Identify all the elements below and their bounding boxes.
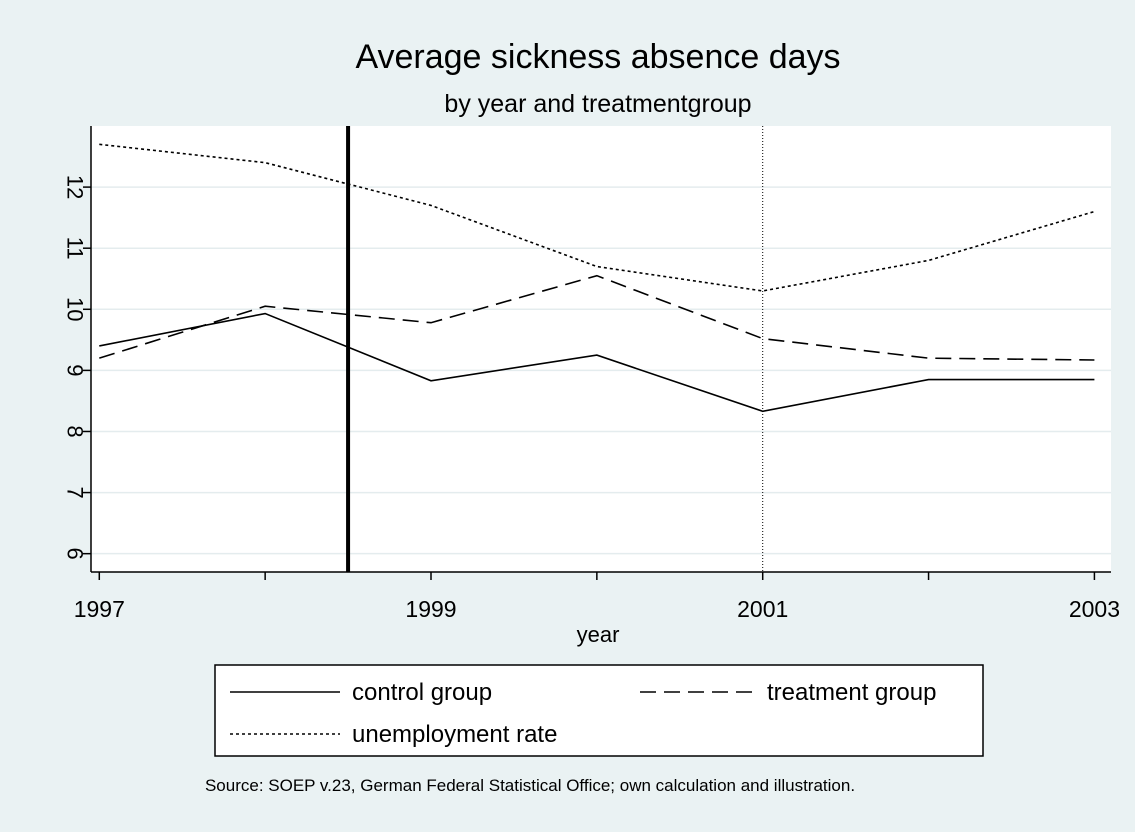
x-axis-label: year: [577, 622, 620, 647]
reference-lines: [346, 126, 764, 572]
legend-items: control group treatment group unemployment…: [230, 679, 936, 748]
plot-area: [91, 126, 1111, 572]
legend-label-control-group: control group: [352, 679, 492, 706]
y-tick-label-8: 8: [62, 425, 87, 437]
series-line-treatment-group: [99, 274, 1095, 361]
grid-lines: [91, 186, 1111, 555]
legend: control group treatment group unemployment…: [214, 664, 984, 757]
y-tick-label-10: 10: [62, 297, 87, 321]
x-tick-label-1999: 1999: [405, 596, 456, 622]
y-tick-label-7: 7: [62, 486, 87, 498]
series-lines: [99, 143, 1095, 413]
x-tick-label-2001: 2001: [737, 596, 788, 622]
axes: 6 7 8 9 10 11 12 1997 1999 2001 2003: [62, 126, 1120, 622]
chart-title: Average sickness absence days: [355, 38, 840, 76]
y-tick-label-6: 6: [62, 548, 87, 560]
y-tick-label-12: 12: [62, 175, 87, 199]
legend-label-treatment-group: treatment group: [767, 679, 936, 706]
x-tick-label-2003: 2003: [1069, 596, 1120, 622]
legend-box: [214, 664, 984, 757]
series-line-control-group: [99, 312, 1095, 413]
chart-subtitle: by year and treatmentgroup: [444, 90, 751, 118]
legend-label-unemployment-rate: unemployment rate: [352, 721, 557, 748]
y-tick-label-11: 11: [62, 237, 87, 260]
y-tick-label-9: 9: [62, 364, 87, 376]
x-tick-label-1997: 1997: [74, 596, 125, 622]
source-note: Source: SOEP v.23, German Federal Statis…: [205, 776, 855, 795]
